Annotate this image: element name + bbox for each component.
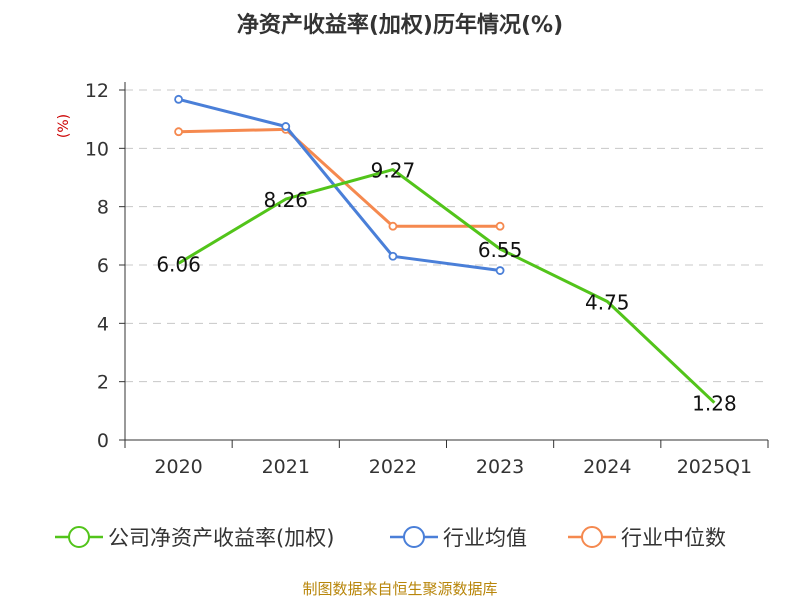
series-point-1 bbox=[388, 251, 398, 261]
y-tick-label: 8 bbox=[97, 197, 109, 219]
y-axis-label: (%) bbox=[56, 114, 72, 138]
x-tick-label: 2022 bbox=[369, 456, 417, 478]
legend-label: 公司净资产收益率(加权) bbox=[108, 526, 334, 550]
legend[interactable]: 公司净资产收益率(加权) 行业均值 行业中位数 bbox=[55, 526, 726, 550]
data-label: 9.27 bbox=[371, 159, 416, 183]
y-tick-label: 6 bbox=[97, 255, 109, 277]
data-label: 8.26 bbox=[263, 188, 308, 212]
legend-marker bbox=[581, 526, 603, 548]
series-point-2 bbox=[495, 221, 505, 231]
series-line-2 bbox=[178, 127, 501, 228]
y-tick-label: 2 bbox=[97, 372, 109, 394]
x-tick-label: 2021 bbox=[262, 456, 310, 478]
y-tick-label: 12 bbox=[85, 80, 109, 102]
series-point-2 bbox=[388, 221, 398, 231]
data-label: 6.06 bbox=[156, 252, 201, 276]
axes: 0 2 4 6 8 10 12 2020 2021 2022 2023 2024 2025Q1 bbox=[85, 80, 769, 478]
series-line-0 bbox=[177, 168, 716, 404]
data-label: 4.75 bbox=[585, 290, 630, 314]
legend-item-0[interactable]: 公司净资产收益率(加权) bbox=[55, 526, 334, 550]
legend-marker bbox=[68, 526, 90, 548]
legend-item-2[interactable]: 行业中位数 bbox=[568, 526, 726, 550]
x-tick-label: 2025Q1 bbox=[677, 456, 752, 478]
y-tick-label: 10 bbox=[85, 138, 109, 160]
y-tick-label: 4 bbox=[97, 313, 109, 335]
grid bbox=[125, 89, 768, 383]
data-label: 6.55 bbox=[478, 238, 523, 262]
legend-item-1[interactable]: 行业均值 bbox=[390, 526, 527, 550]
legend-label: 行业均值 bbox=[443, 526, 527, 550]
chart-title: 净资产收益率(加权)历年情况(%) bbox=[237, 12, 563, 38]
x-tick-label: 2020 bbox=[154, 456, 202, 478]
series-line-1 bbox=[178, 97, 501, 272]
y-tick-label: 0 bbox=[97, 430, 109, 452]
series bbox=[174, 94, 716, 404]
series-point-1 bbox=[495, 266, 505, 275]
series-point-1 bbox=[174, 94, 183, 104]
series-point-1 bbox=[281, 122, 291, 131]
legend-label: 行业中位数 bbox=[621, 526, 726, 550]
source-note: 制图数据来自恒生聚源数据库 bbox=[302, 580, 497, 598]
data-label: 1.28 bbox=[692, 392, 737, 416]
legend-marker bbox=[403, 526, 425, 548]
data-labels: 6.06 8.26 9.27 6.55 4.75 1.28 bbox=[156, 159, 736, 416]
x-tick-label: 2023 bbox=[476, 456, 524, 478]
x-tick-label: 2024 bbox=[583, 456, 631, 478]
series-point-2 bbox=[174, 127, 183, 137]
